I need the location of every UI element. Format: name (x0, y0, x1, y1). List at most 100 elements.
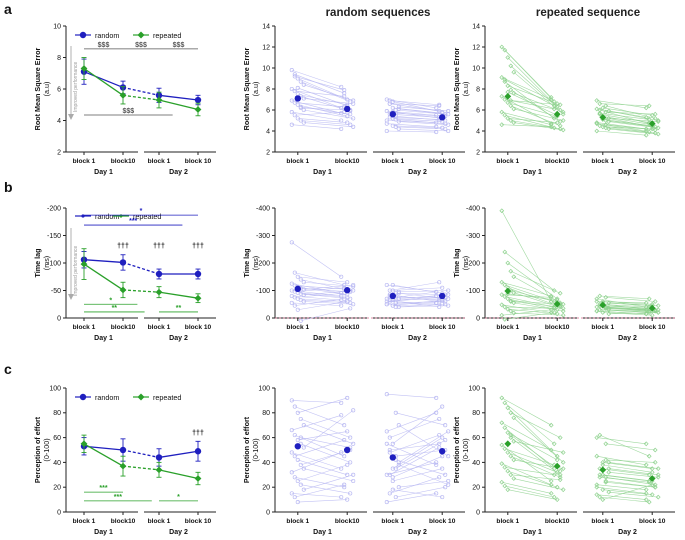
y-tick-label: -50 (51, 288, 61, 295)
subject-point (339, 303, 344, 308)
subject-point (339, 400, 344, 405)
subject-line (501, 463, 552, 485)
subject-point (594, 482, 600, 488)
subject-point (443, 485, 448, 490)
day-label: Day 2 (408, 169, 427, 176)
subject-point (597, 107, 603, 113)
subject-point (301, 487, 306, 492)
subject-point (298, 416, 303, 422)
subject-line (605, 111, 656, 115)
subject-point (345, 280, 350, 285)
mean-point (344, 105, 351, 113)
subject-point (393, 466, 398, 471)
subject-line (513, 478, 564, 490)
subject-point (339, 450, 344, 455)
x-tick-label: block10 (111, 158, 136, 165)
subject-line (303, 284, 354, 290)
subject-line (510, 300, 561, 305)
data-point-random (194, 96, 202, 104)
subject-point (342, 482, 347, 487)
panel-letter-b: b (4, 179, 13, 195)
series-line-random (158, 94, 199, 101)
subject-point (339, 84, 344, 89)
subject-point (508, 299, 514, 304)
legend-random-label: random (95, 212, 119, 221)
subject-point (554, 457, 560, 463)
subject-point (505, 405, 511, 411)
subject-point (511, 69, 517, 75)
subject-point (351, 408, 356, 413)
subject-point (600, 124, 606, 130)
x-tick-label: block 1 (148, 324, 171, 331)
subject-point (387, 491, 392, 496)
subject-point (508, 118, 514, 123)
subject-line (291, 124, 342, 130)
subject-point (508, 268, 514, 274)
subject-point (652, 447, 658, 453)
day-label: Day 1 (523, 335, 542, 342)
subject-point (295, 116, 300, 121)
subject-line (297, 298, 348, 302)
subject-point (384, 441, 389, 446)
subject-point (551, 116, 557, 121)
subject-point (295, 410, 300, 415)
subject-line (602, 302, 653, 306)
series-line-repeated (158, 469, 199, 480)
subject-point (345, 395, 350, 400)
subject-point (440, 435, 445, 440)
subject-point (298, 435, 303, 440)
subject-point (446, 429, 451, 434)
subject-point (600, 472, 606, 478)
subject-point (348, 112, 353, 117)
subject-line (303, 301, 354, 305)
day-label: Day 1 (313, 529, 332, 536)
day-label: Day 2 (618, 335, 637, 342)
subject-point (390, 288, 395, 293)
mean-point (439, 292, 446, 300)
subject-point (502, 47, 508, 53)
subject-point (594, 299, 600, 304)
chart-c-summary: 0 20 40 60 80 100 block 1 block10 block 1 block 1… (33, 385, 216, 536)
data-point-random (119, 446, 127, 454)
data-point-repeated (155, 96, 163, 104)
subject-point (437, 445, 442, 450)
legend-random-marker (79, 393, 87, 401)
subject-line (510, 65, 561, 111)
dagger-label: ††† (192, 243, 204, 250)
y-tick-label: -200 (466, 260, 480, 267)
legend-b: random repeated (75, 212, 161, 221)
y-tick-label: 100 (468, 385, 480, 392)
subject-point (292, 475, 297, 480)
significance-label: * (177, 494, 180, 501)
subject-line (602, 312, 653, 316)
subject-line (392, 125, 443, 129)
subject-point (289, 98, 294, 103)
subject-line (386, 130, 437, 133)
subject-line (510, 301, 561, 308)
legend-random-label: random (95, 31, 119, 40)
y-tick-label: 0 (57, 315, 61, 322)
data-point-repeated (80, 440, 88, 448)
subject-point (390, 441, 395, 446)
subject-point (384, 128, 389, 134)
subject-point (643, 300, 649, 306)
y-tick-label: 20 (472, 485, 480, 492)
subject-point (597, 432, 603, 438)
subject-point (434, 395, 439, 400)
subject-point (292, 303, 297, 308)
subject-point (649, 469, 655, 475)
day-label: Day 1 (94, 335, 113, 342)
subject-line (392, 437, 443, 469)
subject-point (557, 477, 563, 483)
subject-line (398, 108, 449, 115)
subject-point (295, 307, 300, 312)
data-point-repeated (119, 286, 127, 294)
subject-line (504, 79, 555, 107)
subject-point (594, 120, 600, 125)
subject-point (603, 457, 609, 463)
subject-line (504, 402, 555, 445)
y-tick-label: 4 (266, 128, 270, 135)
subject-line (291, 452, 342, 469)
data-point-random (155, 454, 163, 461)
